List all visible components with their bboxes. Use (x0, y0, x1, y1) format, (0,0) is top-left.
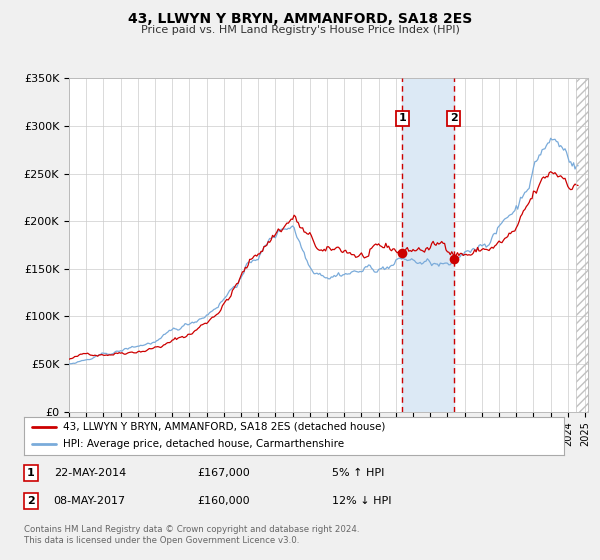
Text: £160,000: £160,000 (197, 496, 250, 506)
Text: HPI: Average price, detached house, Carmarthenshire: HPI: Average price, detached house, Carm… (63, 440, 344, 450)
Text: 2: 2 (450, 113, 458, 123)
Bar (403, 78, 454, 412)
Text: 43, LLWYN Y BRYN, AMMANFORD, SA18 2ES: 43, LLWYN Y BRYN, AMMANFORD, SA18 2ES (128, 12, 472, 26)
Text: £167,000: £167,000 (197, 468, 250, 478)
Text: Contains HM Land Registry data © Crown copyright and database right 2024.
This d: Contains HM Land Registry data © Crown c… (24, 525, 359, 545)
Text: 22-MAY-2014: 22-MAY-2014 (54, 468, 126, 478)
Text: 1: 1 (27, 468, 35, 478)
Text: 1: 1 (398, 113, 406, 123)
Text: 12% ↓ HPI: 12% ↓ HPI (332, 496, 391, 506)
Text: 2: 2 (27, 496, 35, 506)
Text: 5% ↑ HPI: 5% ↑ HPI (332, 468, 384, 478)
Text: 43, LLWYN Y BRYN, AMMANFORD, SA18 2ES (detached house): 43, LLWYN Y BRYN, AMMANFORD, SA18 2ES (d… (63, 422, 385, 432)
Bar (577, 78, 588, 412)
Text: 08-MAY-2017: 08-MAY-2017 (54, 496, 126, 506)
Bar (577, 78, 588, 412)
Bar (577, 78, 588, 412)
Text: Price paid vs. HM Land Registry's House Price Index (HPI): Price paid vs. HM Land Registry's House … (140, 25, 460, 35)
